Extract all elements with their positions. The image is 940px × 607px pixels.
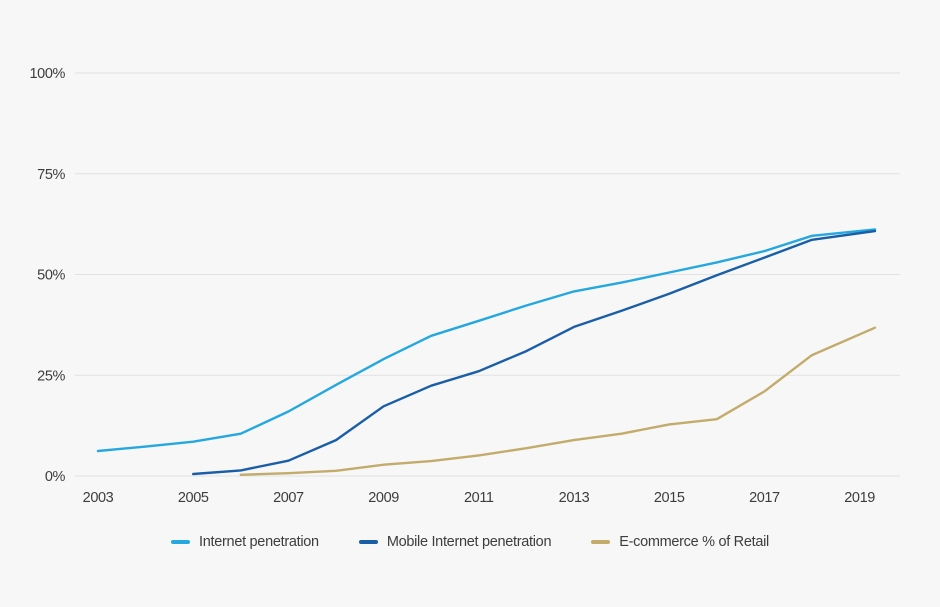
series-line-e-commerce-of-retail xyxy=(239,326,877,476)
x-tick-label: 2003 xyxy=(83,490,114,506)
legend-item-ecommerce-retail: E-commerce % of Retail xyxy=(591,534,769,550)
x-tick-label: 2017 xyxy=(749,490,780,506)
x-tick-label: 2019 xyxy=(844,490,875,506)
x-tick-label: 2015 xyxy=(654,490,685,506)
y-tick-label: 0% xyxy=(45,469,66,485)
legend-label-ecommerce-retail: E-commerce % of Retail xyxy=(619,534,769,550)
ecommerce-retail-line-swatch-icon xyxy=(591,540,611,544)
mobile-internet-penetration-line-swatch-icon xyxy=(358,540,378,544)
internet-penetration-line-swatch-icon xyxy=(171,540,191,544)
series-line-internet-penetration xyxy=(96,228,877,453)
x-tick-label: 2013 xyxy=(559,490,590,506)
y-tick-label: 100% xyxy=(30,66,66,82)
x-tick-label: 2005 xyxy=(178,490,209,506)
x-tick-label: 2011 xyxy=(464,490,494,506)
y-tick-label: 75% xyxy=(37,167,65,183)
legend-label-internet-penetration: Internet penetration xyxy=(199,534,319,550)
x-tick-label: 2007 xyxy=(273,490,304,506)
legend-label-mobile-internet-penetration: Mobile Internet penetration xyxy=(386,534,552,550)
y-tick-label: 50% xyxy=(37,268,65,284)
chart-legend: Internet penetration Mobile Internet pen… xyxy=(0,534,940,550)
y-tick-label: 25% xyxy=(37,368,65,384)
legend-item-internet-penetration: Internet penetration xyxy=(171,534,319,550)
series-line-mobile-internet-penetration xyxy=(191,229,877,476)
x-tick-label: 2009 xyxy=(368,490,399,506)
legend-item-mobile-internet-penetration: Mobile Internet penetration xyxy=(358,534,552,550)
